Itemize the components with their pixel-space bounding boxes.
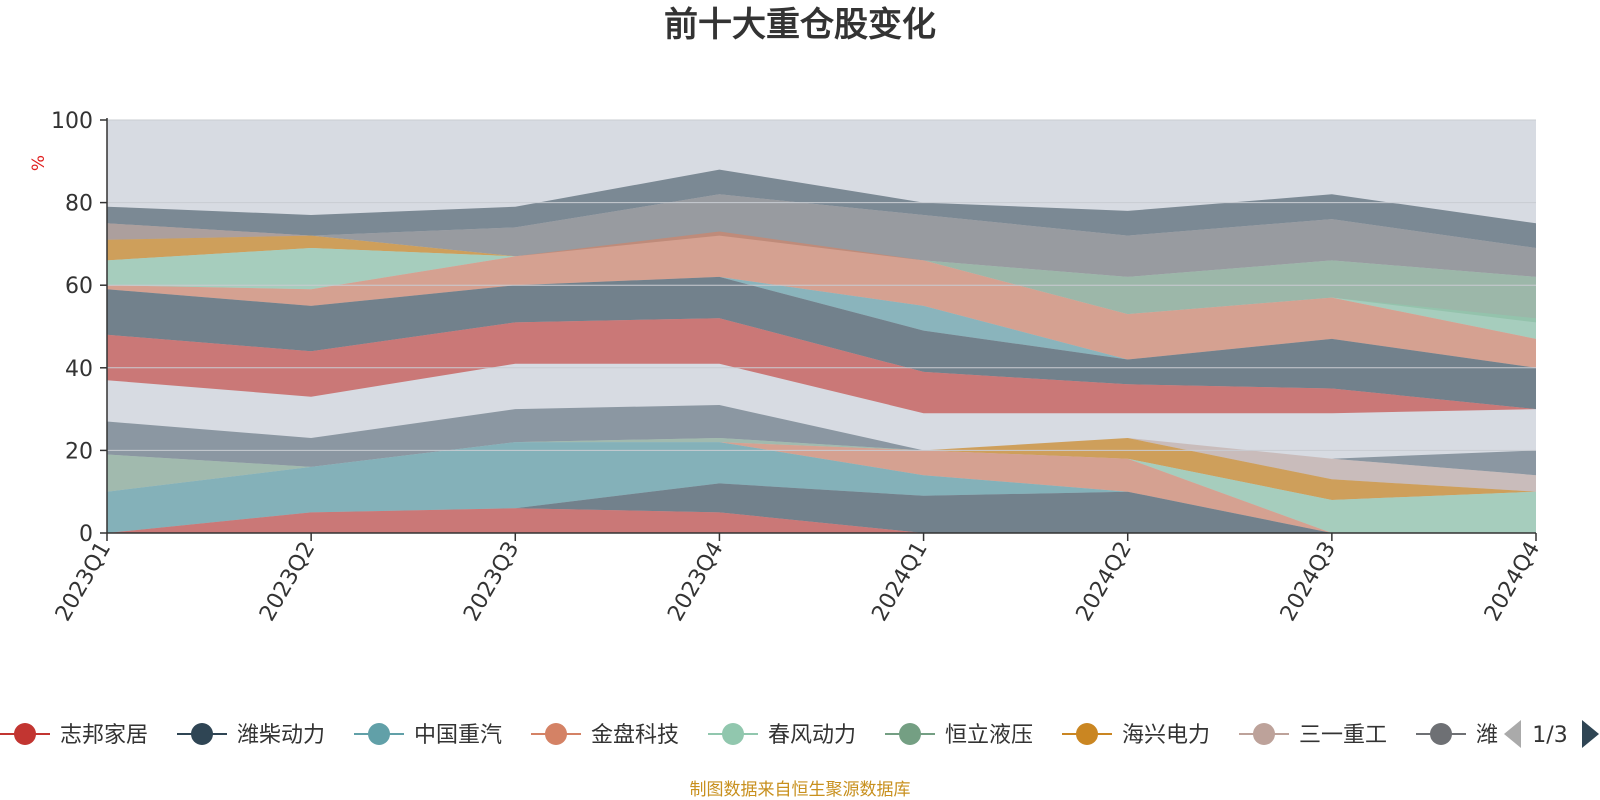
legend-marker-icon bbox=[545, 723, 567, 745]
legend-item-3[interactable]: 金盘科技 bbox=[531, 723, 679, 748]
x-tick-label: 2024Q4 bbox=[1480, 538, 1545, 626]
area-band-12 bbox=[107, 438, 1536, 500]
legend-item-0[interactable]: 志邦家居 bbox=[0, 723, 148, 748]
x-tick-label: 2023Q3 bbox=[459, 538, 524, 626]
legend-marker-icon bbox=[14, 723, 36, 745]
area-band-4 bbox=[107, 248, 1536, 323]
legend-prev-arrow-icon[interactable] bbox=[1504, 720, 1521, 748]
area-band-1 bbox=[107, 194, 1536, 277]
legend-item-8[interactable]: 潍 bbox=[1416, 723, 1498, 748]
legend-item-6[interactable]: 海兴电力 bbox=[1062, 723, 1210, 748]
legend-label: 潍 bbox=[1476, 723, 1498, 748]
area-band-7 bbox=[107, 276, 1536, 368]
legend-item-2[interactable]: 中国重汽 bbox=[354, 723, 502, 748]
y-axis-unit: % bbox=[29, 155, 49, 171]
area-band-6 bbox=[107, 231, 1536, 368]
legend-item-7[interactable]: 三一重工 bbox=[1239, 723, 1387, 748]
legend-item-4[interactable]: 春风动力 bbox=[708, 723, 856, 748]
legend-label: 恒立液压 bbox=[945, 723, 1033, 748]
y-tick-label: 0 bbox=[79, 522, 93, 547]
legend-marker-icon bbox=[1253, 723, 1275, 745]
legend-marker-icon bbox=[899, 723, 921, 745]
y-tick-label: 40 bbox=[65, 357, 93, 382]
legend-item-1[interactable]: 潍柴动力 bbox=[177, 723, 325, 748]
legend-label: 三一重工 bbox=[1299, 723, 1387, 748]
area-band-0 bbox=[107, 169, 1536, 248]
legend-marker-icon bbox=[1430, 723, 1452, 745]
y-tick-label: 60 bbox=[65, 274, 93, 299]
legend-marker-icon bbox=[368, 723, 390, 745]
area-band-8 bbox=[107, 276, 1536, 410]
legend-page-indicator: 1/3 bbox=[1532, 723, 1567, 748]
y-tick-label: 80 bbox=[65, 192, 93, 217]
x-tick-label: 2023Q1 bbox=[51, 538, 116, 626]
area-band-16 bbox=[107, 442, 1536, 533]
area-band-5 bbox=[107, 248, 1536, 339]
x-tick-label: 2023Q4 bbox=[663, 538, 728, 626]
area-band-10 bbox=[107, 405, 1536, 476]
area-band-9 bbox=[107, 318, 1536, 414]
x-tick-label: 2023Q2 bbox=[255, 538, 320, 626]
legend-marker-icon bbox=[191, 723, 213, 745]
legend-next-arrow-icon[interactable] bbox=[1582, 720, 1599, 748]
area-band-3 bbox=[107, 235, 1536, 277]
data-source-note: 制图数据来自恒生聚源数据库 bbox=[690, 780, 911, 800]
y-tick-label: 20 bbox=[65, 439, 93, 464]
legend-label: 金盘科技 bbox=[591, 723, 679, 748]
area-band-18 bbox=[107, 508, 1536, 533]
legend-label: 志邦家居 bbox=[60, 723, 148, 748]
area-band-14 bbox=[107, 442, 1536, 533]
legend-label: 春风动力 bbox=[768, 723, 856, 748]
x-tick-label: 2024Q3 bbox=[1276, 538, 1341, 626]
x-tick-label: 2024Q1 bbox=[867, 538, 932, 626]
area-band-17 bbox=[107, 483, 1536, 533]
legend-label: 中国重汽 bbox=[414, 723, 502, 748]
y-tick-label: 100 bbox=[51, 109, 93, 134]
chart-title: 前十大重仓股变化 bbox=[664, 5, 936, 45]
legend-marker-icon bbox=[722, 723, 744, 745]
legend-marker-icon bbox=[1076, 723, 1098, 745]
x-tick-label: 2024Q2 bbox=[1072, 538, 1137, 626]
legend-label: 潍柴动力 bbox=[237, 723, 325, 748]
legend-label: 海兴电力 bbox=[1122, 723, 1210, 748]
legend-item-5[interactable]: 恒立液压 bbox=[885, 723, 1033, 748]
